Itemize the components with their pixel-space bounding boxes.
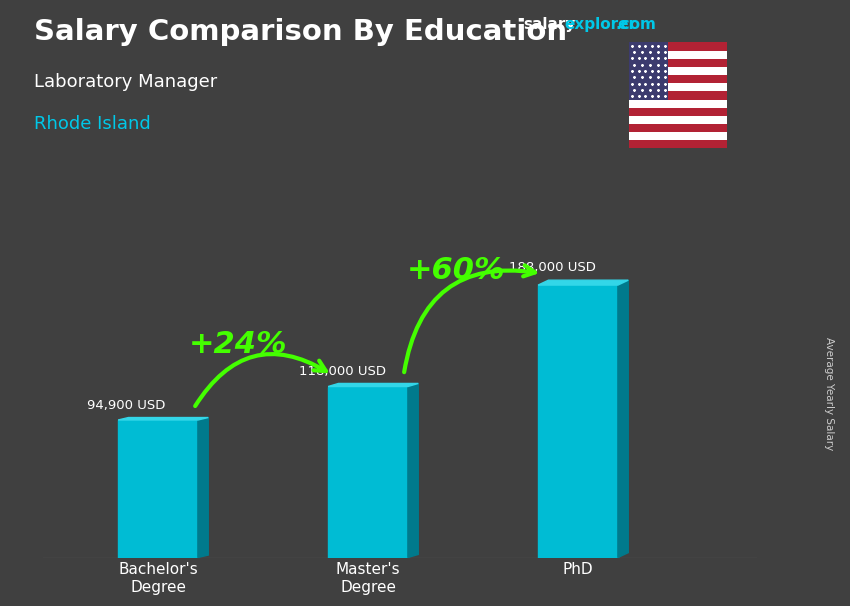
Bar bbox=[629, 92, 727, 99]
Bar bbox=[629, 132, 727, 141]
Bar bbox=[629, 99, 727, 108]
Bar bbox=[538, 285, 618, 558]
Bar bbox=[328, 387, 408, 558]
Polygon shape bbox=[408, 384, 418, 558]
Bar bbox=[629, 50, 727, 59]
Text: 188,000 USD: 188,000 USD bbox=[509, 261, 596, 275]
Bar bbox=[629, 124, 727, 132]
Bar bbox=[118, 420, 198, 558]
Text: +60%: +60% bbox=[407, 256, 506, 285]
Text: .com: .com bbox=[615, 17, 656, 32]
Polygon shape bbox=[118, 418, 208, 420]
Text: 118,000 USD: 118,000 USD bbox=[299, 365, 386, 378]
Bar bbox=[629, 141, 727, 148]
Text: Average Yearly Salary: Average Yearly Salary bbox=[824, 338, 834, 450]
Bar bbox=[629, 75, 727, 83]
Text: +24%: +24% bbox=[189, 330, 287, 359]
Text: Rhode Island: Rhode Island bbox=[34, 115, 150, 133]
Text: 94,900 USD: 94,900 USD bbox=[88, 399, 166, 411]
Text: Laboratory Manager: Laboratory Manager bbox=[34, 73, 218, 91]
Bar bbox=[629, 67, 727, 75]
Polygon shape bbox=[618, 280, 628, 558]
Bar bbox=[629, 59, 727, 67]
Bar bbox=[629, 42, 668, 99]
Polygon shape bbox=[328, 384, 418, 387]
Bar bbox=[629, 42, 727, 50]
Bar bbox=[629, 108, 727, 116]
Text: explorer: explorer bbox=[564, 17, 637, 32]
Bar bbox=[629, 83, 727, 92]
Polygon shape bbox=[198, 418, 208, 558]
Text: Salary Comparison By Education: Salary Comparison By Education bbox=[34, 18, 567, 46]
Polygon shape bbox=[538, 280, 628, 285]
Bar bbox=[629, 116, 727, 124]
Text: salary: salary bbox=[523, 17, 575, 32]
